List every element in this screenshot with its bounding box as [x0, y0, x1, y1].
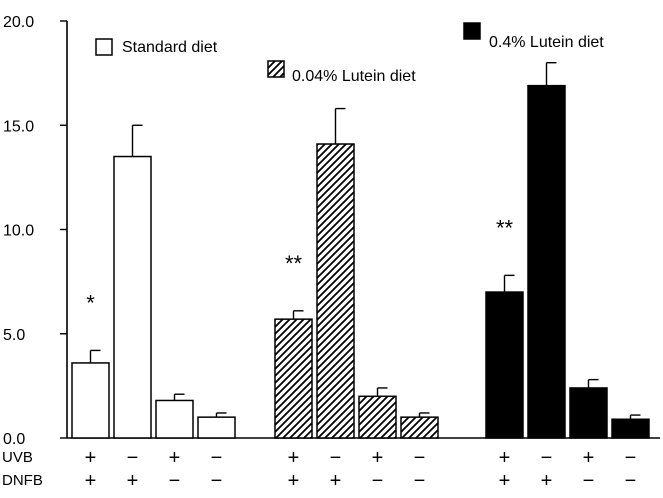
bar	[71, 362, 110, 439]
treatment-label: DNFB	[2, 472, 43, 489]
legend-swatch	[463, 22, 481, 40]
legend: Standard diet 0.04% Lutein diet 0.4% Lutei…	[95, 22, 604, 85]
treatment-sign: +	[499, 447, 511, 469]
legend-label: Standard diet	[122, 39, 218, 56]
treatment-sign: −	[414, 447, 426, 469]
treatment-sign: −	[625, 470, 637, 492]
significance-marker: **	[285, 251, 303, 276]
bar	[569, 387, 608, 439]
treatment-sign: +	[288, 470, 300, 492]
bar	[113, 155, 152, 439]
treatment-sign: −	[625, 447, 637, 469]
treatment-sign: +	[169, 447, 181, 469]
bar	[274, 318, 313, 439]
y-tick-label: 5.0	[3, 327, 25, 344]
treatment-sign: −	[211, 447, 223, 469]
bar	[316, 143, 355, 439]
treatment-sign: +	[330, 470, 342, 492]
bar	[197, 416, 236, 439]
significance-marker: *	[86, 290, 95, 315]
treatment-sign: +	[499, 470, 511, 492]
legend-item: 0.04% Lutein diet	[267, 60, 416, 85]
legend-label: 0.04% Lutein diet	[292, 68, 416, 85]
treatment-sign: +	[541, 470, 553, 492]
legend-swatch	[95, 38, 113, 56]
treatment-sign: −	[127, 447, 139, 469]
treatment-sign: −	[414, 470, 426, 492]
treatment-sign: +	[288, 447, 300, 469]
treatment-sign: +	[85, 470, 97, 492]
treatment-sign: +	[127, 470, 139, 492]
treatment-sign: −	[169, 470, 181, 492]
y-tick-label: 15.0	[3, 118, 34, 135]
treatment-sign: −	[583, 470, 595, 492]
bar-group: *	[71, 124, 236, 439]
treatment-sign: −	[372, 470, 384, 492]
y-axis-ticks: 0.0 5.0 10.0 15.0 20.0	[3, 14, 67, 448]
bar	[527, 84, 566, 439]
y-tick-label: 20.0	[3, 14, 34, 31]
bar	[611, 418, 650, 439]
bar-group: **	[485, 62, 650, 439]
treatment-sign: +	[583, 447, 595, 469]
treatment-sign: −	[330, 447, 342, 469]
y-tick-label: 10.0	[3, 223, 34, 240]
treatment-sign: −	[211, 470, 223, 492]
treatment-label: UVB	[2, 449, 33, 466]
treatment-sign: −	[541, 447, 553, 469]
bar-group: **	[274, 107, 439, 439]
y-tick-label: 0.0	[3, 431, 25, 448]
significance-marker: **	[496, 215, 514, 240]
legend-item: 0.4% Lutein diet	[463, 22, 604, 51]
legend-swatch	[267, 60, 285, 78]
legend-label: 0.4% Lutein diet	[489, 34, 604, 51]
bar	[485, 291, 524, 439]
treatment-sign: +	[85, 447, 97, 469]
treatment-sign: +	[372, 447, 384, 469]
legend-item: Standard diet	[95, 38, 218, 56]
bars: *****	[71, 62, 650, 439]
bar	[155, 399, 194, 439]
bar	[400, 416, 439, 439]
bar	[358, 395, 397, 439]
